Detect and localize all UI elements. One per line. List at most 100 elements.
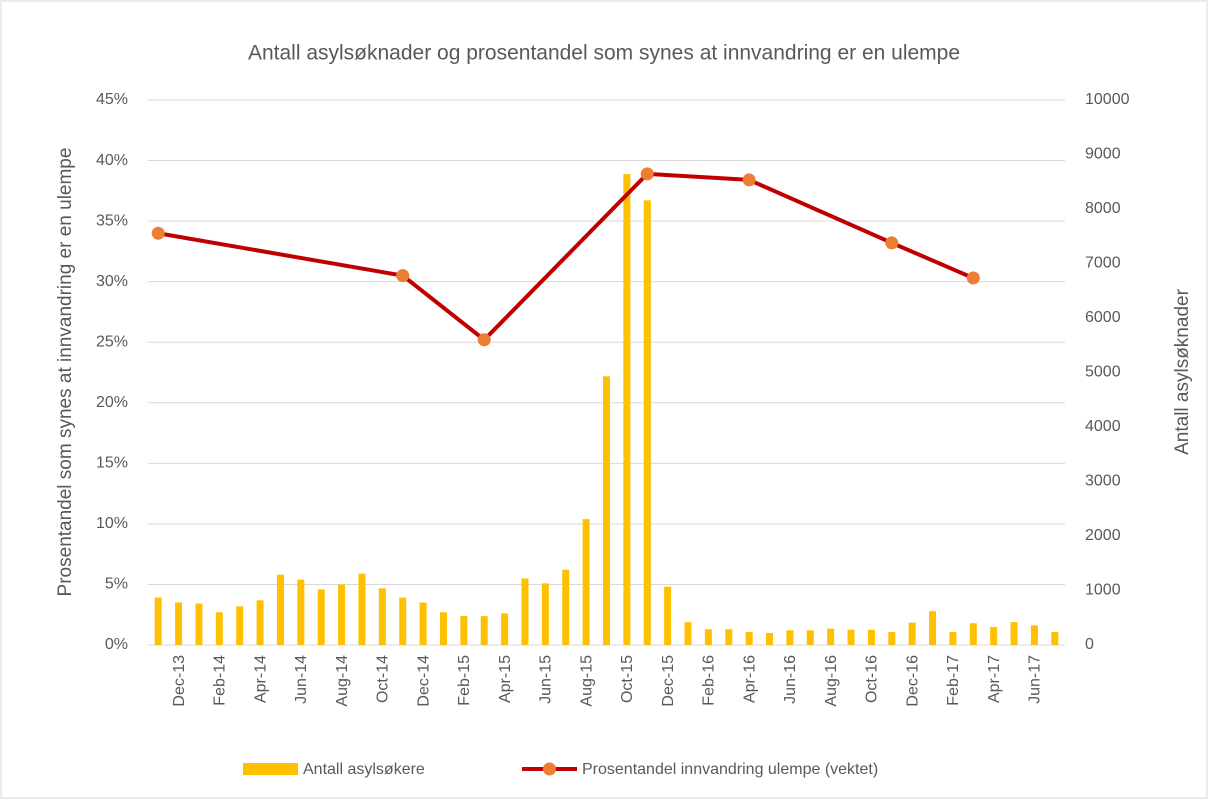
x-tick-label: Oct-14: [375, 655, 392, 703]
bar: [949, 631, 957, 645]
bar: [276, 574, 284, 645]
bar: [725, 629, 733, 645]
y-tick-label: 20%: [96, 394, 128, 411]
bar: [684, 622, 692, 645]
y-tick-label: 25%: [96, 333, 128, 350]
x-tick-label: Feb-14: [212, 655, 229, 706]
x-tick-label: Oct-15: [619, 655, 636, 703]
bar: [827, 628, 835, 645]
y2-tick-label: 10000: [1085, 91, 1130, 108]
x-tick-label: Aug-15: [578, 655, 595, 707]
line-marker: [151, 226, 165, 240]
y2-axis-title: Antall asylsøknader: [1172, 288, 1193, 454]
line-marker: [966, 271, 980, 285]
bar: [908, 622, 916, 645]
x-tick-label: Dec-15: [660, 655, 677, 707]
x-tick-label: Feb-16: [701, 655, 718, 706]
line-marker: [477, 333, 491, 347]
y2-tick-label: 6000: [1085, 309, 1121, 326]
x-tick-label: Apr-16: [741, 655, 758, 703]
bar: [704, 629, 712, 645]
bar: [888, 631, 896, 645]
bar: [480, 616, 488, 645]
bar: [786, 630, 794, 645]
y2-tick-label: 1000: [1085, 582, 1121, 599]
line-marker: [396, 269, 410, 283]
bar: [603, 376, 610, 645]
bar: [378, 588, 386, 645]
bar: [929, 611, 937, 645]
line-marker: [885, 236, 899, 250]
legend-swatch: [243, 763, 298, 775]
bar: [460, 616, 468, 645]
x-tick-label: Jun-15: [538, 655, 555, 704]
y2-tick-label: 5000: [1085, 364, 1121, 381]
x-tick-label: Feb-15: [456, 655, 473, 706]
y2-tick-label: 4000: [1085, 418, 1121, 435]
x-tick-label: Jun-14: [293, 655, 310, 704]
legend-label: Antall asylsøkere: [303, 761, 425, 778]
bar: [215, 612, 223, 645]
bar: [419, 602, 427, 645]
y-tick-label: 0%: [105, 636, 128, 653]
x-tick-label: Feb-17: [945, 655, 962, 706]
bar: [439, 612, 447, 645]
line-marker: [640, 167, 654, 181]
bar: [154, 597, 162, 645]
legend-label: Prosentandel innvandring ulempe (vektet): [582, 761, 878, 778]
y2-tick-label: 3000: [1085, 473, 1121, 490]
bar: [1010, 622, 1018, 645]
y-axis-title: Prosentandel som synes at innvandring er…: [55, 148, 76, 597]
bar: [582, 519, 590, 645]
bar: [806, 630, 814, 645]
bar: [297, 579, 305, 645]
bar: [867, 629, 875, 645]
bar: [969, 623, 977, 645]
y-tick-label: 30%: [96, 273, 128, 290]
line-marker: [742, 173, 756, 187]
y-tick-label: 10%: [96, 515, 128, 532]
y2-tick-label: 7000: [1085, 255, 1121, 272]
bar: [236, 606, 244, 645]
bar: [256, 600, 264, 645]
bar: [175, 602, 183, 645]
x-tick-label: Dec-13: [171, 655, 188, 707]
bar: [745, 631, 753, 645]
x-tick-label: Dec-14: [415, 655, 432, 707]
y2-tick-label: 9000: [1085, 146, 1121, 163]
y-tick-label: 40%: [96, 152, 128, 169]
bar: [1030, 625, 1038, 645]
bar: [358, 573, 366, 645]
bar: [338, 584, 346, 645]
bar: [399, 597, 407, 645]
x-tick-label: Aug-14: [334, 655, 351, 707]
y2-tick-label: 2000: [1085, 527, 1121, 544]
x-tick-label: Oct-16: [864, 655, 881, 703]
legend-marker: [543, 762, 556, 776]
bar: [766, 633, 774, 645]
x-tick-label: Apr-14: [252, 655, 269, 703]
bar: [990, 627, 998, 645]
x-tick-label: Aug-16: [823, 655, 840, 707]
x-tick-label: Apr-17: [986, 655, 1003, 703]
bar: [1051, 631, 1059, 645]
bar: [541, 583, 549, 645]
y-tick-label: 5%: [105, 576, 128, 593]
x-tick-label: Dec-16: [904, 655, 921, 707]
y2-tick-label: 0: [1085, 636, 1094, 653]
bar: [847, 629, 855, 645]
y-tick-label: 45%: [96, 91, 128, 108]
bar: [501, 613, 509, 645]
bar: [195, 603, 203, 645]
y2-tick-label: 8000: [1085, 200, 1121, 217]
y-tick-label: 35%: [96, 212, 128, 229]
x-tick-label: Apr-15: [497, 655, 514, 703]
x-tick-label: Jun-16: [782, 655, 799, 704]
y-tick-label: 15%: [96, 455, 128, 472]
bar: [521, 578, 529, 645]
bar: [643, 200, 651, 645]
chart-title: Antall asylsøknader og prosentandel som …: [248, 42, 960, 65]
x-tick-label: Jun-17: [1027, 655, 1044, 704]
bar: [623, 174, 631, 645]
